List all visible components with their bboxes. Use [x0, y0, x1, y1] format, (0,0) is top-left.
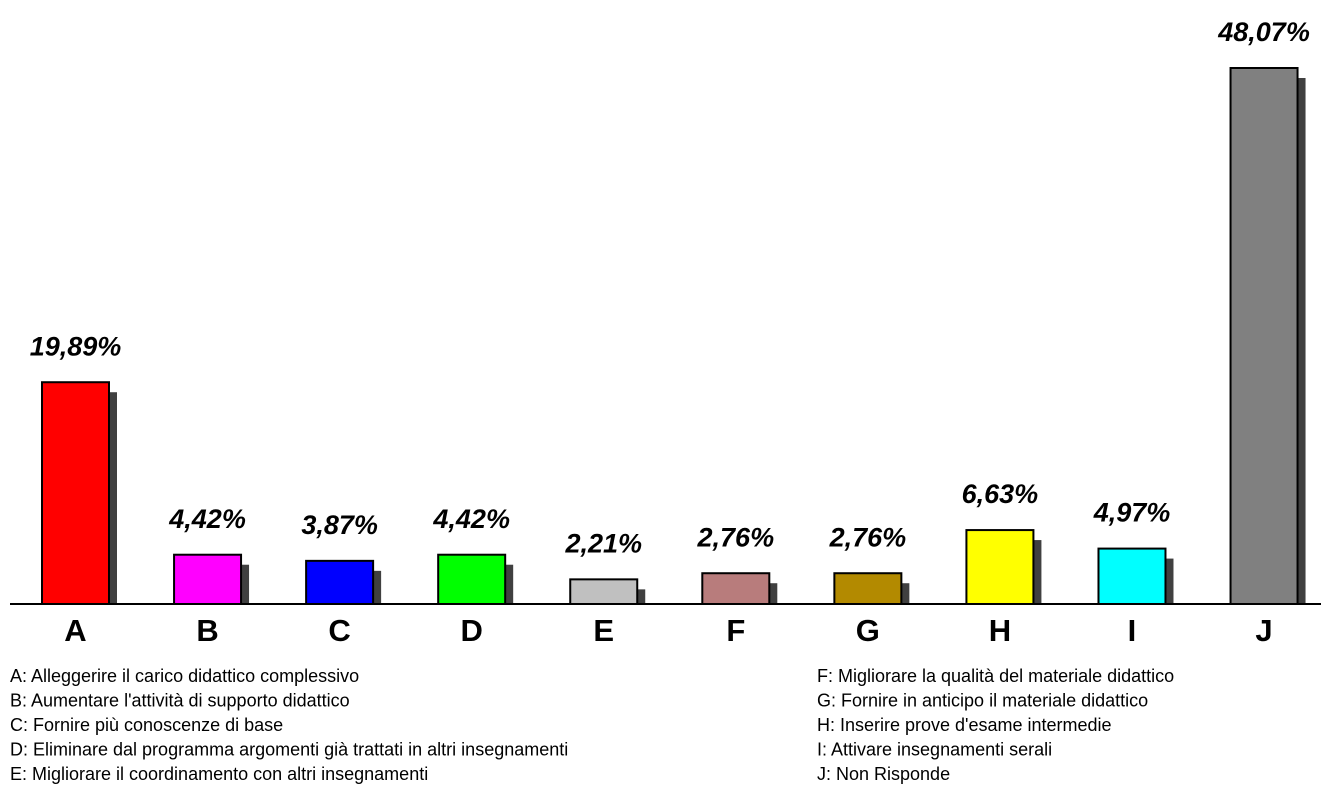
- bar: [173, 553, 243, 606]
- bar-shadow: [1033, 540, 1042, 604]
- value-label: 19,89%: [30, 331, 122, 361]
- legend-entry: D: Eliminare dal programma argomenti già…: [10, 739, 568, 759]
- bar: [305, 559, 375, 605]
- legend-entry: B: Aumentare l'attività di supporto dida…: [10, 690, 350, 710]
- x-tick-label: D: [460, 613, 482, 648]
- legend-entry: H: Inserire prove d'esame intermedie: [817, 715, 1112, 735]
- bar-shadow: [241, 564, 250, 604]
- value-label: 6,63%: [962, 479, 1039, 509]
- bar-shadow: [901, 583, 910, 604]
- bar: [569, 578, 639, 606]
- bar: [1097, 547, 1167, 605]
- bar: [965, 529, 1035, 606]
- x-tick-label: I: [1128, 613, 1137, 648]
- bar-shadow: [769, 583, 778, 604]
- x-tick-label: F: [726, 613, 745, 648]
- bar: [1229, 67, 1299, 605]
- legend-entry: E: Migliorare il coordinamento con altri…: [10, 764, 428, 784]
- bar: [701, 572, 771, 605]
- x-tick-label: A: [64, 613, 86, 648]
- value-label: 2,76%: [829, 522, 907, 552]
- bar-shadow: [1297, 78, 1306, 604]
- value-label: 4,42%: [432, 504, 510, 534]
- x-tick-label: E: [593, 613, 614, 648]
- bar: [833, 572, 903, 605]
- value-label: 3,87%: [301, 510, 378, 540]
- legend-entry: I: Attivare insegnamenti serali: [817, 739, 1052, 759]
- value-label: 48,07%: [1217, 17, 1310, 47]
- bar-shadow: [637, 589, 646, 604]
- legend-entry: G: Fornire in anticipo il materiale dida…: [817, 690, 1148, 710]
- bar: [41, 381, 110, 606]
- bar-shadow: [373, 570, 382, 604]
- x-tick-label: C: [328, 613, 350, 648]
- value-label: 4,42%: [168, 504, 246, 534]
- value-label: 2,21%: [564, 528, 642, 558]
- x-tick-label: J: [1255, 613, 1272, 648]
- x-tick-label: B: [196, 613, 218, 648]
- value-label: 2,76%: [697, 522, 775, 552]
- legend-entry: A: Alleggerire il carico didattico compl…: [10, 666, 359, 686]
- bar-shadow: [109, 392, 117, 604]
- x-tick-label: H: [989, 613, 1011, 648]
- bar: [437, 553, 507, 606]
- bar-shadow: [505, 564, 514, 604]
- legend-entry: J: Non Risponde: [817, 764, 950, 784]
- value-label: 4,97%: [1093, 498, 1171, 528]
- legend-entry: F: Migliorare la qualità del materiale d…: [817, 666, 1174, 686]
- legend-entry: C: Fornire più conoscenze di base: [10, 715, 283, 735]
- bar-shadow: [1165, 558, 1174, 604]
- x-tick-label: G: [856, 613, 880, 648]
